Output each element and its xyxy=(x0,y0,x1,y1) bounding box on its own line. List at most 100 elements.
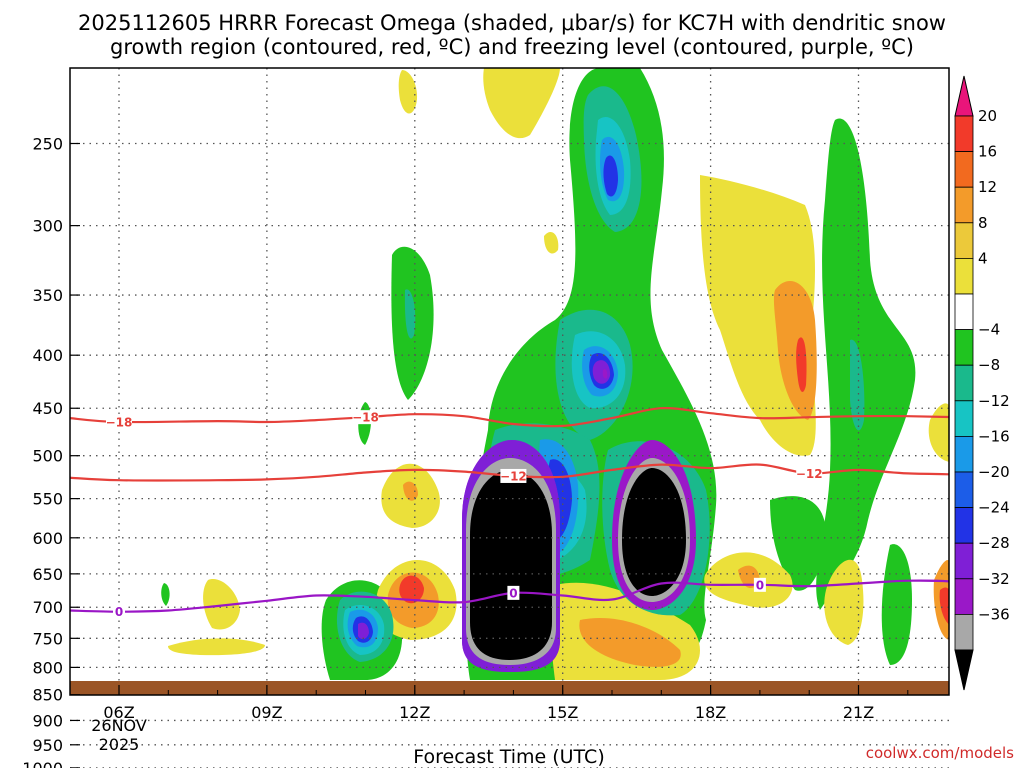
y-tick-label: 550 xyxy=(32,490,63,509)
colorbar-swatch xyxy=(954,186,974,224)
omega-area-up-weak xyxy=(161,583,170,606)
x-axis-label: Forecast Time (UTC) xyxy=(413,746,604,768)
x-date-line1: 26NOV xyxy=(91,716,147,735)
omega-area-down-weak xyxy=(483,68,560,139)
contour-label: −18 xyxy=(352,411,379,425)
colorbar-top-triangle xyxy=(954,75,974,117)
x-tick-label: 09Z xyxy=(251,703,282,722)
colorbar-swatch xyxy=(954,115,974,152)
omega-area-up-extreme xyxy=(603,155,618,197)
omega-area-down-weak xyxy=(928,403,949,462)
x-tick-label: 15Z xyxy=(547,703,578,722)
x-date-line2: 2025 xyxy=(99,735,140,754)
omega-area-down-strong xyxy=(399,575,424,604)
y-tick-label: 600 xyxy=(32,529,63,548)
y-tick-label: 850 xyxy=(32,686,63,705)
credit-text: coolwx.com/models xyxy=(866,744,1014,762)
contour-label: −12 xyxy=(500,469,527,483)
colorbar-label: 8 xyxy=(978,214,988,232)
omega-area-down-weak xyxy=(168,638,265,656)
grid-lines xyxy=(70,68,949,768)
colorbar-label: 16 xyxy=(978,143,997,161)
y-tick-label: 750 xyxy=(32,629,63,648)
omega-area-up-moderate xyxy=(404,289,416,339)
y-tick-label: 400 xyxy=(32,346,63,365)
colorbar-swatch xyxy=(954,578,974,615)
colorbar: 20 16 12 8 4 −4 −8 −12 −16 −20 −24 −28 −32 −36 xyxy=(954,75,1010,691)
omega-area-down-weak xyxy=(544,231,559,254)
chart-title-line1: 2025112605 HRRR Forecast Omega (shaded, … xyxy=(78,11,946,35)
chart-title-line2: growth region (contoured, red, ºC) and f… xyxy=(110,35,914,59)
y-tick-label: 800 xyxy=(32,658,63,677)
y-tick-label: 650 xyxy=(32,565,63,584)
omega-area-up-severe xyxy=(602,369,608,379)
colorbar-swatch xyxy=(954,542,974,580)
colorbar-label: 20 xyxy=(978,107,997,125)
contour-label: −12 xyxy=(796,467,823,481)
colorbar-label: −28 xyxy=(978,534,1010,552)
y-tick-label: 1000 xyxy=(22,759,63,768)
x-tick-label: 12Z xyxy=(399,703,430,722)
colorbar-label: 12 xyxy=(978,178,997,196)
y-tick-label: 250 xyxy=(32,135,63,154)
x-tick-label: 21Z xyxy=(843,703,874,722)
colorbar-bottom-triangle xyxy=(954,649,974,691)
omega-core-14z-black xyxy=(470,470,552,660)
colorbar-label: −24 xyxy=(978,499,1010,517)
y-tick-label: 500 xyxy=(32,447,63,466)
contour-label-bg xyxy=(352,410,379,425)
omega-area-down-weak xyxy=(824,559,864,645)
y-tick-label: 350 xyxy=(32,286,63,305)
colorbar-label: −12 xyxy=(978,392,1010,410)
contour-labels: −18 −18 −12 −12 0 0 0 xyxy=(106,410,823,619)
colorbar-label: 4 xyxy=(978,249,988,267)
omega-area-down-moderate xyxy=(773,281,817,420)
colorbar-swatch xyxy=(954,293,974,330)
y-tick-label: 950 xyxy=(32,736,63,755)
colorbar-label: −20 xyxy=(978,463,1010,481)
freezing-level-contour xyxy=(70,579,949,613)
dgz-contour xyxy=(70,407,949,428)
x-axis: 06Z 09Z 12Z 15Z 18Z 21Z xyxy=(103,685,909,722)
contour-label: 0 xyxy=(509,586,517,600)
y-tick-label: 900 xyxy=(32,711,63,730)
omega-area-down-weak xyxy=(398,70,418,114)
y-axis: 250 300 350 400 450 500 550 600 650 700 750 800 850 9… xyxy=(22,135,80,768)
colorbar-label: −8 xyxy=(978,356,1000,374)
plot-frame xyxy=(69,67,950,696)
omega-area-down-strong xyxy=(939,587,949,625)
omega-core-17z-black xyxy=(622,468,686,596)
omega-area-down-weak xyxy=(203,579,240,630)
y-tick-label: 700 xyxy=(32,598,63,617)
colorbar-label: −36 xyxy=(978,605,1010,623)
contour-label-bg xyxy=(753,577,766,592)
colorbar-swatch xyxy=(954,507,974,544)
colorbar-label: −32 xyxy=(978,570,1010,588)
colorbar-swatch xyxy=(954,435,974,473)
colorbar-swatch xyxy=(954,329,974,366)
colorbar-swatch xyxy=(954,222,974,259)
colorbar-swatch xyxy=(954,614,974,651)
colorbar-label: −16 xyxy=(978,427,1010,445)
y-tick-label: 450 xyxy=(32,399,63,418)
colorbar-swatch xyxy=(954,151,974,188)
surface-ground-bar xyxy=(70,681,949,695)
colorbar-swatch xyxy=(954,471,974,508)
omega-area-down-moderate xyxy=(403,481,418,501)
colorbar-label: −4 xyxy=(978,321,1000,339)
contour-label: 0 xyxy=(756,578,764,592)
contour-label-bg xyxy=(507,585,520,600)
contour-label-bg xyxy=(113,604,125,619)
omega-area-up-severe xyxy=(358,622,369,640)
contour-label-bg xyxy=(106,415,132,430)
omega-area-up-weak xyxy=(816,118,916,611)
x-tick-label: 18Z xyxy=(695,703,726,722)
omega-area-down-strong xyxy=(796,337,807,392)
contour-label-bg xyxy=(500,468,527,483)
y-tick-label: 300 xyxy=(32,217,63,236)
x-tick-label: 06Z xyxy=(103,703,134,722)
colorbar-swatch xyxy=(954,364,974,402)
contour-label: −18 xyxy=(106,416,133,430)
contour-label-bg xyxy=(796,466,823,481)
